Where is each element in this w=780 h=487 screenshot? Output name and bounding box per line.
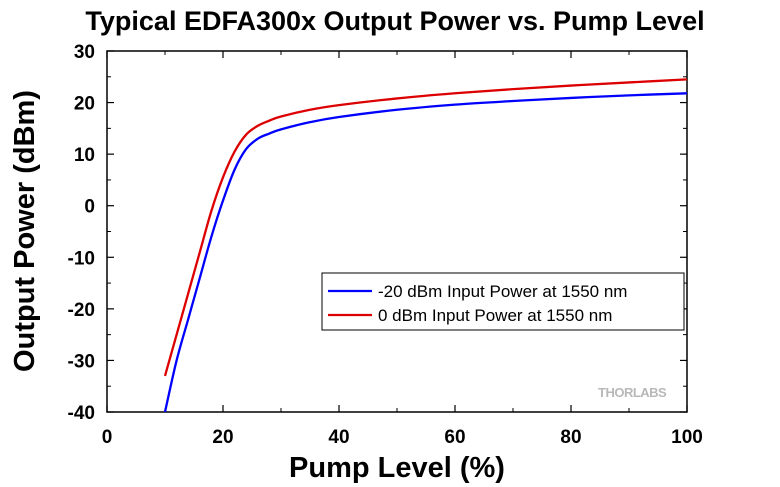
legend: -20 dBm Input Power at 1550 nm 0 dBm Inpu… <box>321 272 685 331</box>
legend-box <box>321 272 685 331</box>
y-tick-label: 10 <box>74 145 95 166</box>
series-lines <box>163 78 688 413</box>
y-tick-label: 20 <box>74 94 95 115</box>
legend-label-1: 0 dBm Input Power at 1550 nm <box>378 306 612 325</box>
x-axis-label: Pump Level (%) <box>289 452 505 484</box>
x-tick-label: 60 <box>444 427 465 448</box>
y-tick-label: 30 <box>74 42 95 63</box>
x-axis-ticks: 0 20 40 60 80 100 <box>102 51 703 448</box>
plot-area-frame <box>106 50 688 413</box>
y-axis-label: Output Power (dBm) <box>9 90 41 372</box>
thorlabs-watermark: THORLABS <box>598 385 667 400</box>
chart-title: Typical EDFA300x Output Power vs. Pump L… <box>85 6 704 36</box>
x-tick-label: 40 <box>328 427 349 448</box>
series-line-1 <box>163 78 688 377</box>
y-tick-label: -20 <box>68 300 95 321</box>
y-tick-label: -30 <box>68 351 95 372</box>
y-tick-label: -40 <box>68 403 95 424</box>
y-axis-ticks: -40 -30 -20 -10 0 10 20 30 <box>68 42 687 424</box>
x-tick-label: 100 <box>671 427 703 448</box>
legend-label-0: -20 dBm Input Power at 1550 nm <box>378 282 627 301</box>
x-tick-label: 80 <box>560 427 581 448</box>
series-line-0 <box>163 92 688 413</box>
x-tick-label: 20 <box>212 427 233 448</box>
x-tick-label: 0 <box>102 427 113 448</box>
y-tick-label: -10 <box>68 248 95 269</box>
y-tick-label: 0 <box>84 197 95 218</box>
